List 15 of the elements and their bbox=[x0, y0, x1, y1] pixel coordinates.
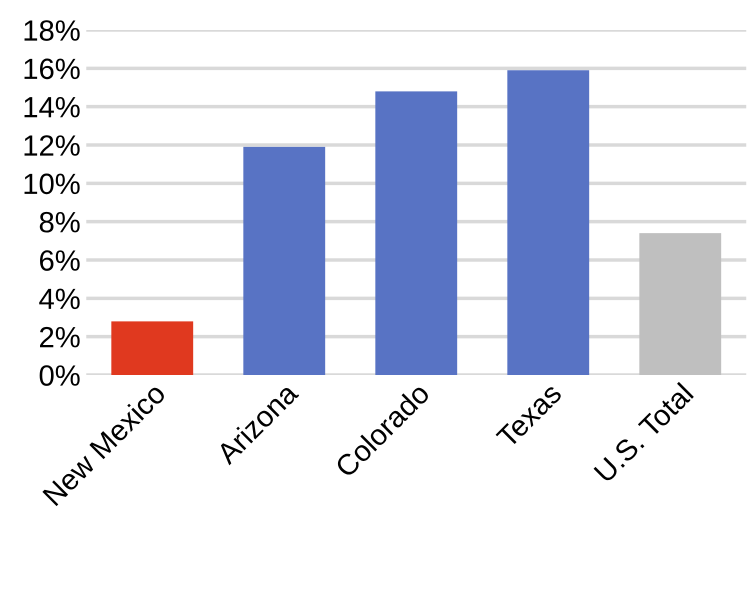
y-tick-label: 10% bbox=[24, 174, 80, 194]
bar bbox=[507, 70, 590, 375]
y-tick-label: 2% bbox=[40, 326, 80, 348]
y-tick-label: 12% bbox=[24, 135, 80, 156]
y-tick-label: 16% bbox=[24, 58, 80, 80]
y-tick-label: 14% bbox=[24, 96, 80, 118]
y-tick-label: 8% bbox=[40, 212, 80, 233]
bar bbox=[111, 321, 194, 375]
bar bbox=[639, 233, 722, 375]
y-tick-label: 6% bbox=[40, 250, 80, 271]
y-tick-label: 0% bbox=[40, 365, 80, 386]
y-tick-label: 4% bbox=[39, 288, 80, 310]
bar bbox=[375, 91, 458, 375]
y-tick-label: 18% bbox=[24, 20, 80, 41]
bar bbox=[243, 146, 326, 375]
